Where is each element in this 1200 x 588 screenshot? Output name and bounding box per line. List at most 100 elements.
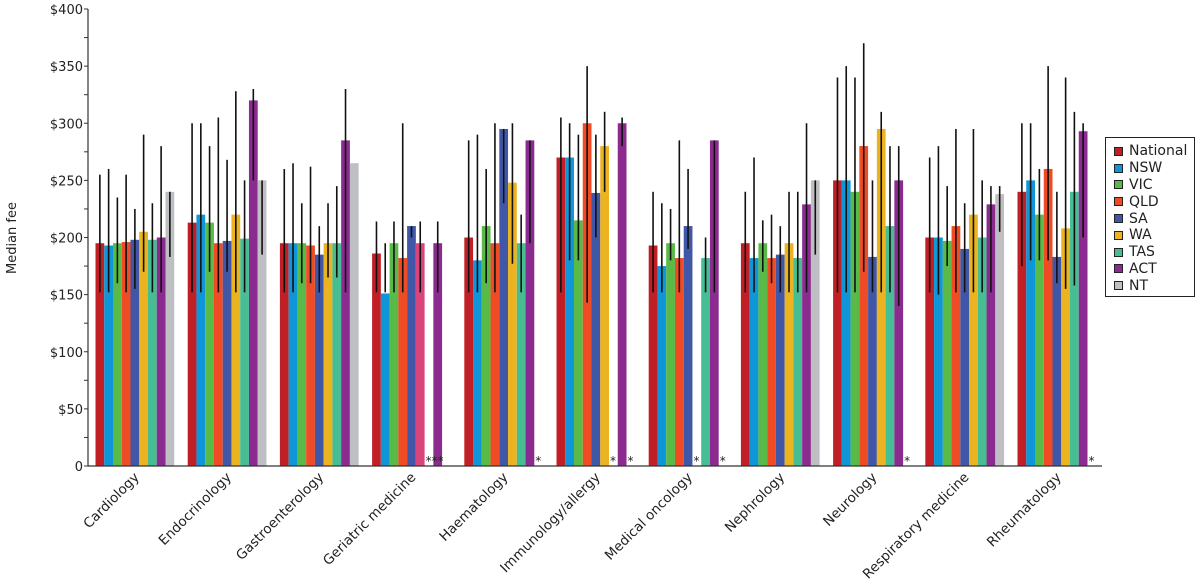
- legend-item: SA: [1114, 210, 1194, 227]
- bar-act: [617, 123, 627, 466]
- bar-nsw: [196, 214, 206, 466]
- bars-layer: [95, 100, 1088, 467]
- bar-tas: [701, 258, 710, 466]
- bar-nsw: [565, 157, 574, 466]
- bar-nsw: [749, 258, 759, 466]
- bar-sa: [683, 226, 693, 466]
- x-tick-label: Rheumatology: [984, 470, 1065, 551]
- bar-tas: [977, 237, 987, 466]
- legend-swatch: [1114, 230, 1123, 240]
- bar-qld: [859, 146, 869, 466]
- bar-national: [279, 243, 289, 466]
- bar-act: [894, 180, 904, 466]
- bar-national: [648, 245, 658, 466]
- bar-qld: [398, 258, 408, 466]
- bar-qld: [306, 245, 315, 466]
- legend-item: TAS: [1114, 244, 1194, 261]
- y-axis-label: Median fee: [5, 202, 20, 274]
- annotation-asterisk: *: [720, 454, 726, 468]
- bar-wa: [508, 182, 517, 466]
- bar-qld: [490, 243, 500, 466]
- annotation-asterisk: *: [628, 454, 634, 468]
- bar-tas: [148, 239, 157, 466]
- bar-act: [986, 204, 996, 466]
- bar-qld: [1043, 168, 1053, 466]
- bar-vic: [297, 243, 307, 466]
- y-tick-label: $50: [58, 403, 83, 418]
- bar-wa: [876, 128, 886, 466]
- x-tick-label: Immunology/allergy: [497, 470, 604, 577]
- y-tick-label: $250: [50, 174, 83, 189]
- bar-national: [95, 243, 105, 466]
- bar-sa: [407, 226, 416, 466]
- annotation-asterisk: *: [610, 454, 616, 468]
- bar-national: [372, 253, 381, 466]
- bar-nsw: [934, 237, 943, 466]
- bar-nsw: [104, 245, 113, 466]
- bar-nsw: [657, 266, 667, 466]
- error-bars-layer: [99, 43, 1084, 307]
- bar-wa: [600, 146, 609, 466]
- bar-national: [833, 180, 842, 466]
- bar-special: [415, 243, 425, 466]
- legend-swatch: [1114, 264, 1123, 274]
- bar-qld: [951, 226, 961, 466]
- bar-vic: [850, 191, 860, 467]
- bar-sa: [222, 240, 232, 466]
- x-tick-label: Gastroenterology: [233, 470, 327, 564]
- bar-national: [740, 243, 750, 466]
- bar-nt: [257, 180, 267, 466]
- bar-qld: [767, 258, 776, 466]
- bar-vic: [1035, 214, 1044, 466]
- y-tick-label: $150: [50, 289, 83, 304]
- bar-national: [1017, 191, 1027, 467]
- bar-sa: [314, 254, 324, 466]
- legend-item: NSW: [1114, 160, 1194, 177]
- bar-act: [802, 204, 811, 466]
- bar-vic: [205, 222, 214, 466]
- bar-vic: [389, 243, 399, 466]
- bar-act: [156, 237, 166, 466]
- bar-qld: [213, 243, 223, 466]
- annotation-asterisk: *: [693, 454, 699, 468]
- y-tick-label: 0: [75, 460, 83, 475]
- bar-vic: [758, 243, 768, 466]
- bar-act: [525, 140, 535, 466]
- bar-vic: [574, 220, 583, 466]
- y-tick-label: $400: [50, 3, 83, 18]
- legend-label: NT: [1129, 277, 1149, 294]
- bar-nsw: [380, 293, 390, 466]
- bar-wa: [1061, 228, 1070, 466]
- bar-wa: [139, 231, 148, 466]
- legend-item: VIC: [1114, 177, 1194, 194]
- bar-national: [187, 222, 197, 466]
- y-tick-label: $350: [50, 60, 83, 75]
- bar-vic: [942, 240, 952, 466]
- bar-sa: [1052, 256, 1062, 466]
- x-tick-label: Haematology: [436, 470, 511, 545]
- legend-label: TAS: [1129, 244, 1155, 261]
- bar-sa: [868, 256, 877, 466]
- bar-tas: [1070, 191, 1079, 467]
- bar-national: [464, 237, 474, 466]
- bar-sa: [499, 128, 509, 466]
- x-tick-label: Medical oncology: [602, 470, 696, 564]
- bar-vic: [113, 243, 122, 466]
- x-tick-label: Respiratory medicine: [860, 470, 973, 583]
- bar-tas: [240, 238, 249, 466]
- legend-item: QLD: [1114, 193, 1194, 210]
- y-tick-label: $100: [50, 346, 83, 361]
- legend-item: National: [1114, 143, 1194, 160]
- bar-sa: [775, 254, 785, 466]
- bar-qld: [121, 242, 131, 466]
- y-tick-label: $200: [50, 232, 83, 247]
- bar-nsw: [288, 243, 298, 466]
- bar-act: [1078, 131, 1088, 466]
- legend-label: WA: [1129, 227, 1152, 244]
- bar-nsw: [473, 260, 482, 466]
- legend-item: WA: [1114, 227, 1194, 244]
- legend-label: NSW: [1129, 160, 1163, 177]
- bar-tas: [332, 243, 342, 466]
- annotation-asterisk: *: [904, 454, 910, 468]
